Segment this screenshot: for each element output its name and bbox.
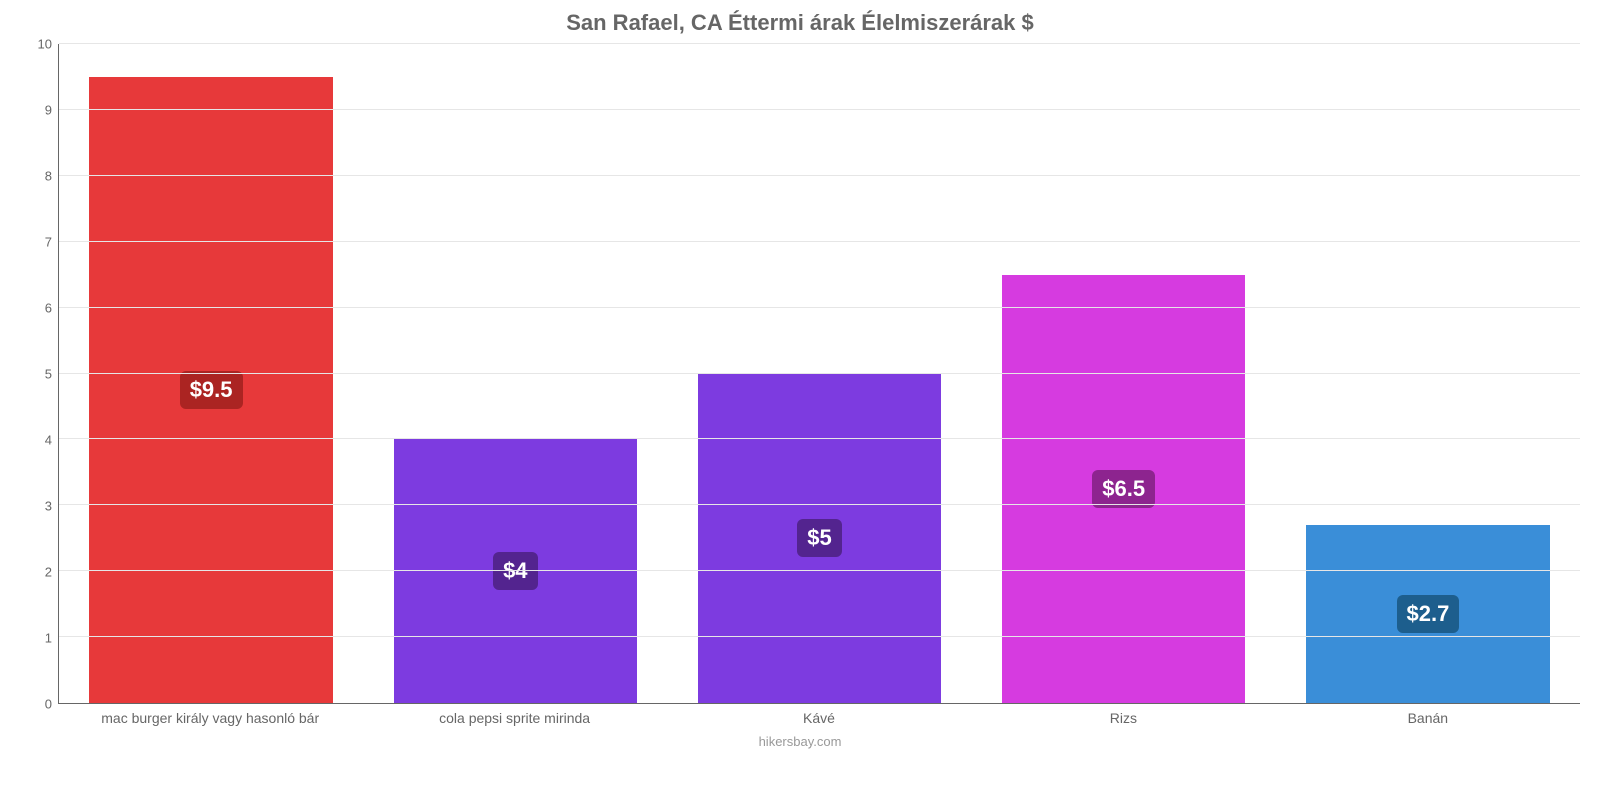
value-badge: $6.5 (1092, 470, 1155, 508)
chart-footer: hikersbay.com (20, 734, 1580, 749)
y-tick-label: 3 (45, 499, 52, 514)
grid-line (59, 438, 1580, 439)
bar: $2.7 (1306, 525, 1549, 703)
x-axis-label: Rizs (971, 704, 1275, 726)
y-tick-label: 5 (45, 367, 52, 382)
y-tick-label: 0 (45, 697, 52, 712)
y-tick-label: 2 (45, 565, 52, 580)
grid-line (59, 43, 1580, 44)
grid-line (59, 373, 1580, 374)
plot-area: $9.5 $4 $5 $6.5 $2.7 (58, 44, 1580, 704)
y-axis: 012345678910 (20, 44, 58, 704)
bars-container: $9.5 $4 $5 $6.5 $2.7 (59, 44, 1580, 703)
y-tick-label: 10 (38, 37, 52, 52)
value-badge: $5 (797, 519, 841, 557)
value-badge: $2.7 (1397, 595, 1460, 633)
grid-line (59, 504, 1580, 505)
bar-slot: $9.5 (59, 44, 363, 703)
grid-line (59, 109, 1580, 110)
x-axis-label: cola pepsi sprite mirinda (362, 704, 666, 726)
bar-slot: $5 (667, 44, 971, 703)
chart-title: San Rafael, CA Éttermi árak Élelmiszerár… (20, 10, 1580, 36)
x-axis-label: mac burger király vagy hasonló bár (58, 704, 362, 726)
bar: $5 (698, 374, 941, 704)
bar-slot: $2.7 (1276, 44, 1580, 703)
grid-line (59, 570, 1580, 571)
x-axis-label: Banán (1276, 704, 1580, 726)
bar: $4 (394, 439, 637, 703)
y-tick-label: 4 (45, 433, 52, 448)
grid-line (59, 241, 1580, 242)
value-badge: $9.5 (180, 371, 243, 409)
grid-line (59, 175, 1580, 176)
price-bar-chart: San Rafael, CA Éttermi árak Élelmiszerár… (0, 0, 1600, 800)
y-tick-label: 6 (45, 301, 52, 316)
y-tick-label: 1 (45, 631, 52, 646)
grid-line (59, 307, 1580, 308)
x-axis-label: Kávé (667, 704, 971, 726)
bar-slot: $4 (363, 44, 667, 703)
value-badge: $4 (493, 552, 537, 590)
bar-slot: $6.5 (972, 44, 1276, 703)
y-tick-label: 8 (45, 169, 52, 184)
bar: $9.5 (89, 77, 332, 703)
y-tick-label: 9 (45, 103, 52, 118)
x-axis-labels: mac burger király vagy hasonló bárcola p… (58, 704, 1580, 726)
y-tick-label: 7 (45, 235, 52, 250)
bar: $6.5 (1002, 275, 1245, 703)
plot-row: 012345678910 $9.5$4$5$6.5$2.7 (20, 44, 1580, 704)
grid-line (59, 636, 1580, 637)
